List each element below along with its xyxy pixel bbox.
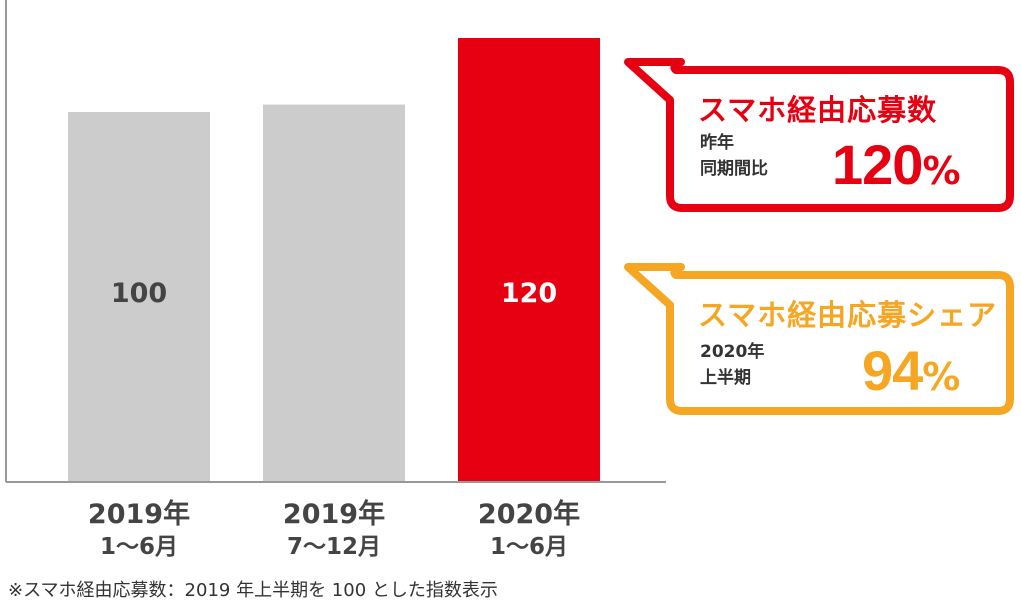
x-tick-label-line2-2: 7～12月 [287, 534, 381, 560]
callout-red-sub1: 昨年 [700, 133, 734, 153]
x-tick-label-line1-2: 2019年 [283, 498, 385, 530]
bar-3 [458, 38, 600, 482]
bars-layer [68, 38, 600, 482]
callout-red-title: スマホ経由応募数 [698, 93, 938, 127]
callout-orange-sub1: 2020年 [700, 342, 765, 362]
callout-red-bubble [624, 58, 1014, 212]
bar-value-label-3: 120 [501, 278, 557, 309]
footnote: ※スマホ経由応募数：2019 年上半期を 100 とした指数表示 [8, 580, 498, 601]
labels-layer: 100 2019年 1～6月 2019年 7～12月 120 2020年 1～6月 [88, 278, 580, 560]
callout-orange-bubble [624, 263, 1014, 415]
callout-red-sub2: 同期間比 [700, 159, 768, 179]
callout-orange-sub2: 上半期 [700, 368, 751, 388]
callout-orange-value: 94 [862, 339, 923, 402]
callout-orange-value-group: 94% [862, 338, 960, 403]
x-tick-label-line1-3: 2020年 [478, 498, 580, 530]
bar-2 [263, 104, 405, 482]
callout-red-value: 120 [832, 133, 923, 196]
callout-orange-unit: % [922, 355, 961, 399]
bar-1 [68, 112, 210, 482]
x-tick-label-line1-1: 2019年 [88, 498, 190, 530]
bar-value-label-1: 100 [111, 278, 167, 309]
x-tick-label-line2-1: 1～6月 [100, 534, 178, 560]
callout-orange-title: スマホ経由応募シェア [698, 298, 998, 332]
callout-red-unit: % [922, 149, 961, 193]
callout-red-value-group: 120% [832, 132, 961, 197]
x-tick-label-line2-3: 1～6月 [490, 534, 568, 560]
